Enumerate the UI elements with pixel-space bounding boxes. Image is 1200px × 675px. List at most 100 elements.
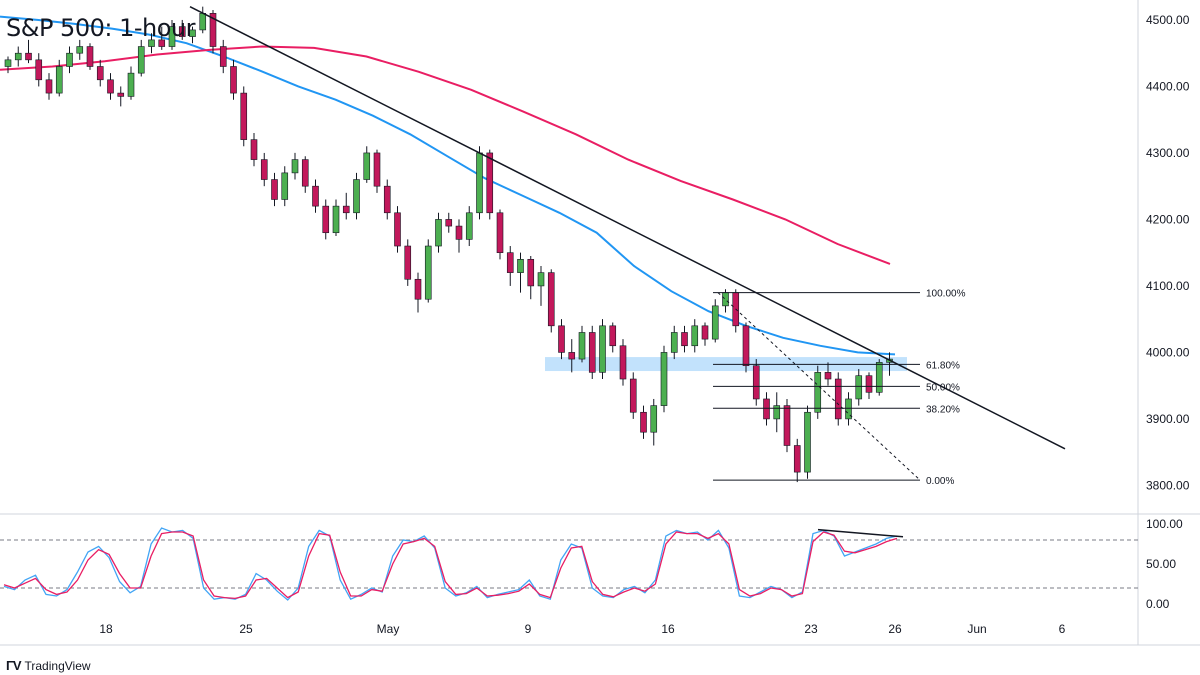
time-tick-label: 25 xyxy=(239,622,253,636)
candle-bearish xyxy=(763,398,770,420)
candle-bearish xyxy=(783,405,791,446)
candle-bullish xyxy=(773,405,781,420)
fib-level-label: 50.00% xyxy=(926,382,960,393)
candle-bearish xyxy=(752,365,760,400)
candle-bullish xyxy=(55,66,63,94)
candle-bearish xyxy=(588,332,596,373)
candle-bullish xyxy=(66,52,73,67)
fib-level-label: 38.20% xyxy=(926,404,960,415)
candle-bullish xyxy=(424,245,432,300)
stochastic-divergence-line xyxy=(817,528,904,538)
candle-bearish xyxy=(250,139,258,160)
price-tick-label: 4300.00 xyxy=(1146,146,1190,160)
candle-bullish xyxy=(199,12,207,31)
candle-bullish xyxy=(711,305,719,340)
candle-bearish xyxy=(158,39,166,47)
candle-bearish xyxy=(681,332,688,347)
candle-bullish xyxy=(537,272,545,287)
time-tick-label: May xyxy=(377,622,400,636)
candle-bullish xyxy=(137,46,145,74)
candle-bearish xyxy=(301,159,309,187)
candle-bearish xyxy=(865,375,873,393)
candle-bearish xyxy=(640,411,647,433)
candle-bullish xyxy=(148,39,155,47)
time-tick-label: 16 xyxy=(661,622,675,636)
candle-bearish xyxy=(486,152,494,214)
candle-bullish xyxy=(804,411,811,473)
candle-bearish xyxy=(209,12,217,47)
candle-bearish xyxy=(742,325,750,367)
candle-bearish xyxy=(383,185,391,214)
candle-bullish xyxy=(578,332,586,360)
time-tick-label: 6 xyxy=(1059,622,1066,636)
fib-level-label: 0.00% xyxy=(926,476,954,487)
candle-bullish xyxy=(353,179,360,214)
time-tick-label: 9 xyxy=(525,622,532,636)
price-tick-label: 3800.00 xyxy=(1146,478,1190,492)
time-tick-label: 18 xyxy=(99,622,113,636)
fib-level-label: 100.00% xyxy=(926,289,966,300)
time-tick-label: Jun xyxy=(967,622,986,636)
candle-bearish xyxy=(609,325,617,347)
tradingview-logo: ΓV TradingView xyxy=(6,658,91,673)
candle-bullish xyxy=(168,26,176,47)
candle-bearish xyxy=(414,278,422,300)
time-tick-label: 26 xyxy=(888,622,902,636)
tv-logo-icon: ΓV xyxy=(6,658,21,673)
candle-bearish xyxy=(219,46,227,67)
candle-bearish xyxy=(271,179,278,200)
candle-bearish xyxy=(260,159,268,180)
candle-bearish xyxy=(547,272,555,327)
stochastic-tick-label: 50.00 xyxy=(1146,557,1176,571)
candle-bullish xyxy=(875,362,883,393)
candle-bearish xyxy=(834,378,842,420)
candle-bearish xyxy=(568,352,576,360)
candle-bearish xyxy=(45,79,53,94)
descending-trendline xyxy=(189,5,1066,450)
candle-bearish xyxy=(322,205,330,234)
candle-bullish xyxy=(845,398,852,420)
pink-moving-average xyxy=(0,45,891,265)
candle-bearish xyxy=(86,46,94,67)
candle-bullish xyxy=(691,325,699,347)
candle-bearish xyxy=(619,345,627,380)
candle-bearish xyxy=(25,52,32,61)
candle-bearish xyxy=(230,66,237,94)
candle-bullish xyxy=(76,46,84,54)
candle-bullish xyxy=(517,259,524,273)
price-tick-label: 4200.00 xyxy=(1146,212,1190,226)
candle-bullish xyxy=(670,332,678,353)
candle-bearish xyxy=(445,219,453,227)
candle-bullish xyxy=(476,152,483,214)
candle-bearish xyxy=(527,259,535,287)
candle-bearish xyxy=(107,79,114,94)
brand-label: TradingView xyxy=(24,658,91,673)
candle-bullish xyxy=(4,59,12,67)
candle-bearish xyxy=(240,92,248,140)
candle-bearish xyxy=(824,372,832,380)
candle-bullish xyxy=(722,292,729,307)
chart-title: S&P 500: 1-hour xyxy=(6,14,195,42)
stochastic-tick-label: 0.00 xyxy=(1146,597,1170,611)
candle-bullish xyxy=(291,159,299,174)
candle-bearish xyxy=(496,212,504,253)
candle-bullish xyxy=(650,405,658,433)
price-tick-label: 4500.00 xyxy=(1146,13,1190,27)
candle-bearish xyxy=(701,325,709,340)
candle-bullish xyxy=(435,219,442,247)
candle-bullish xyxy=(332,205,340,234)
candle-bullish xyxy=(189,29,196,37)
candle-bearish xyxy=(373,152,381,187)
stochastic-d-line xyxy=(3,531,898,600)
candle-bearish xyxy=(117,92,125,97)
candle-bullish xyxy=(814,372,822,413)
candle-bullish xyxy=(855,375,863,400)
candle-bearish xyxy=(342,205,350,214)
candle-bearish xyxy=(558,325,565,353)
time-tick-label: 23 xyxy=(804,622,818,636)
candle-bearish xyxy=(793,445,801,473)
candle-bearish xyxy=(394,212,401,247)
stochastic-tick-label: 100.00 xyxy=(1146,517,1183,531)
candle-bearish xyxy=(312,185,319,207)
